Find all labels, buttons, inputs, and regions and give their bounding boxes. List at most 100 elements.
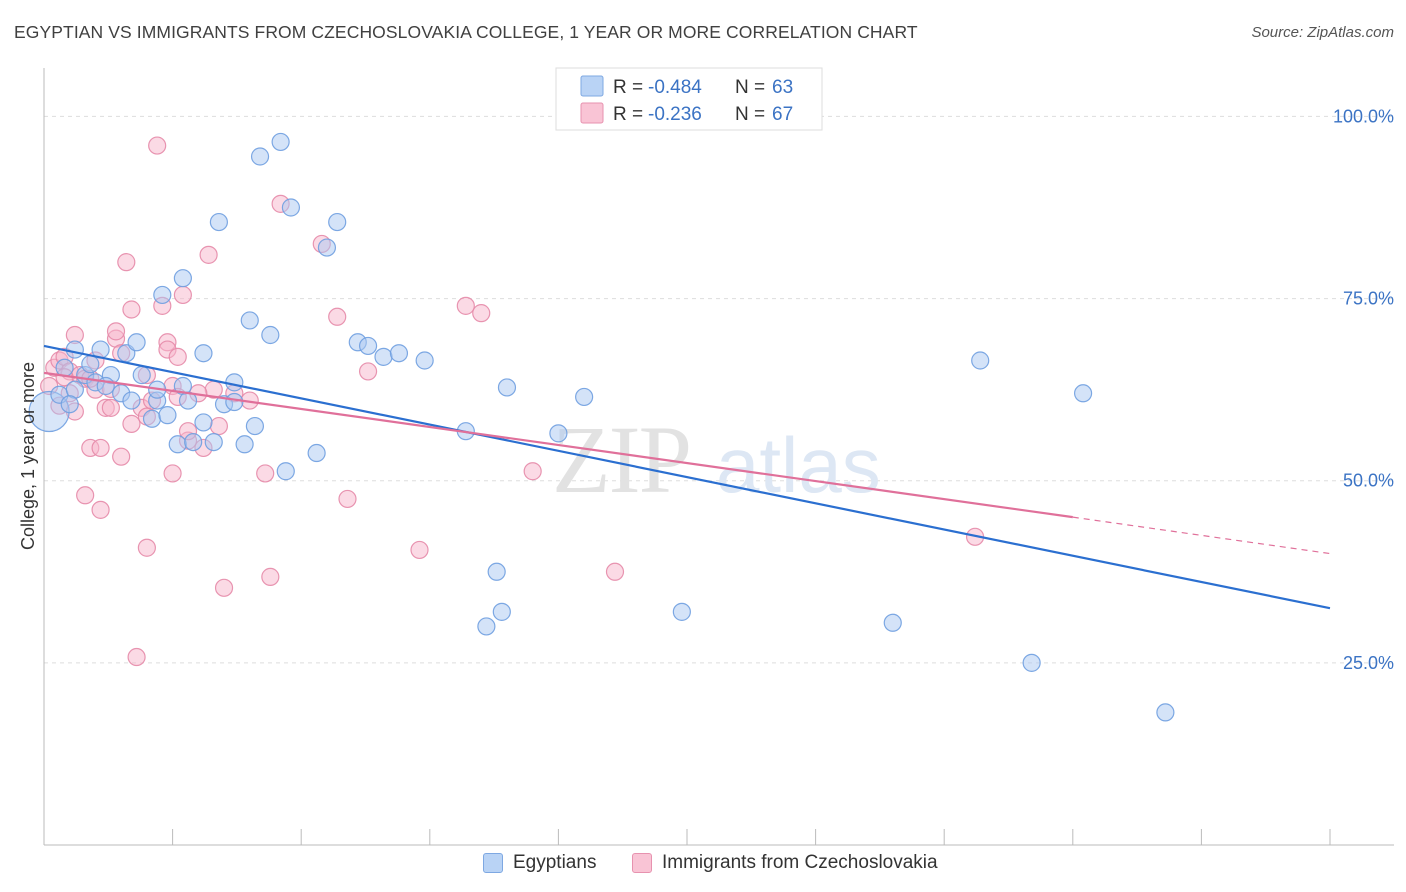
series-egyptians-points	[28, 132, 1175, 722]
czechoslovakia-point	[91, 500, 110, 519]
czechoslovakia-point	[137, 538, 156, 557]
stats-legend-n-label-pink: N =	[735, 104, 765, 125]
egyptians-point	[245, 416, 265, 436]
egyptians-point	[317, 238, 337, 257]
egyptians-point	[492, 602, 511, 621]
czechoslovakia-point	[127, 647, 146, 667]
egyptians-point	[65, 340, 84, 359]
stats-legend-r-label-pink: R =	[613, 104, 643, 125]
czechoslovakia-point	[328, 307, 347, 326]
y-tick-label: 50.0%	[1343, 471, 1394, 491]
czechoslovakia-point	[122, 300, 141, 319]
bottom-legend: Egyptians Immigrants from Czechoslovakia	[0, 850, 1406, 880]
legend-swatch-egyptians	[483, 853, 503, 873]
egyptians-point	[487, 562, 506, 581]
trend-lines	[43, 344, 1331, 610]
czechoslovakia-point	[148, 136, 167, 155]
y-tick-label: 100.0%	[1333, 106, 1394, 126]
czechoslovakia-point	[256, 464, 275, 483]
stats-legend-r-label-blue: R =	[613, 77, 643, 98]
czechoslovakia-point	[338, 489, 357, 509]
czechoslovakia-point	[209, 416, 228, 436]
egyptians-point	[158, 406, 177, 425]
czechoslovakia-point	[91, 438, 110, 458]
egyptians-point	[261, 325, 280, 345]
egyptians-point	[415, 351, 434, 370]
egyptians-point	[81, 355, 100, 374]
egyptians-point	[358, 336, 378, 356]
y-tick-label: 25.0%	[1343, 653, 1394, 673]
egyptians-point	[1156, 703, 1175, 722]
egyptians-point	[153, 285, 172, 305]
czechoslovakia-trend-extension	[1072, 516, 1331, 555]
czechoslovakia-point	[605, 562, 625, 581]
legend-label-czechoslovakia: Immigrants from Czechoslovakia	[662, 852, 938, 873]
egyptians-point	[173, 269, 192, 288]
legend-item-egyptians[interactable]: Egyptians	[483, 852, 596, 874]
source-label: Source: ZipAtlas.com	[1251, 24, 1394, 41]
czechoslovakia-point	[76, 486, 95, 505]
czechoslovakia-point	[472, 304, 491, 323]
egyptians-point	[549, 424, 568, 443]
egyptians-point	[209, 212, 228, 232]
egyptians-point	[235, 435, 254, 454]
czechoslovakia-point	[163, 464, 182, 483]
egyptians-point	[240, 311, 259, 330]
egyptians-point	[497, 378, 517, 397]
egyptians-trend-line	[43, 344, 1331, 610]
egyptians-point	[1073, 384, 1093, 403]
egyptians-point	[204, 433, 223, 452]
stats-legend-pink-swatch	[580, 102, 604, 124]
egyptians-point	[184, 433, 203, 452]
stats-legend-blue-swatch	[580, 75, 604, 97]
egyptians-point	[672, 602, 691, 621]
scatter-chart: ZIP atlas 25.0%50.0%75.0%100.0% 0.0%25.0…	[18, 67, 1394, 846]
egyptians-point	[883, 613, 902, 632]
czechoslovakia-point	[173, 285, 192, 305]
egyptians-point	[477, 617, 496, 636]
czechoslovakia-point	[106, 322, 126, 341]
czechoslovakia-point	[199, 245, 218, 264]
egyptians-point	[374, 347, 393, 366]
egyptians-point	[1022, 653, 1041, 672]
egyptians-point	[60, 395, 79, 414]
egyptians-point	[328, 212, 347, 232]
czechoslovakia-point	[168, 347, 187, 366]
egyptians-point	[271, 132, 290, 152]
egyptians-point	[307, 443, 326, 463]
chart-title: EGYPTIAN VS IMMIGRANTS FROM CZECHOSLOVAK…	[14, 22, 918, 42]
egyptians-point	[122, 391, 141, 410]
egyptians-point	[281, 198, 301, 217]
legend-item-czechoslovakia[interactable]: Immigrants from Czechoslovakia	[632, 852, 938, 874]
egyptians-point	[194, 413, 213, 432]
watermark-atlas: atlas	[716, 421, 881, 509]
czechoslovakia-point	[410, 540, 429, 560]
czechoslovakia-point	[523, 462, 542, 481]
stats-legend-n-value-blue: 63	[772, 77, 793, 98]
legend-swatch-czechoslovakia	[632, 853, 652, 873]
czechoslovakia-trend-line	[43, 371, 1073, 519]
egyptians-point	[127, 333, 146, 352]
czechoslovakia-point	[101, 398, 120, 417]
legend-label-egyptians: Egyptians	[513, 852, 597, 873]
egyptians-point	[168, 435, 187, 454]
y-tick-label: 75.0%	[1343, 289, 1394, 309]
egyptians-point	[132, 365, 151, 385]
y-axis-label: College, 1 year or more	[18, 362, 38, 550]
egyptians-point	[250, 147, 270, 166]
czechoslovakia-point	[117, 253, 136, 272]
egyptians-point	[389, 344, 409, 363]
czechoslovakia-point	[112, 447, 131, 466]
stats-legend: R = -0.484 N = 63 R = -0.236 N = 67	[555, 67, 823, 131]
stats-legend-r-value-blue: -0.484	[648, 77, 702, 98]
axes	[43, 68, 1394, 846]
egyptians-point	[142, 409, 162, 428]
egyptians-point	[225, 392, 244, 412]
egyptians-point	[575, 387, 594, 407]
egyptians-point	[225, 373, 244, 392]
czechoslovakia-point	[261, 567, 280, 586]
egyptians-point	[971, 351, 990, 370]
egyptians-point	[276, 462, 295, 481]
x-axis-ticks	[43, 829, 1331, 845]
stats-legend-r-value-pink: -0.236	[648, 104, 702, 125]
